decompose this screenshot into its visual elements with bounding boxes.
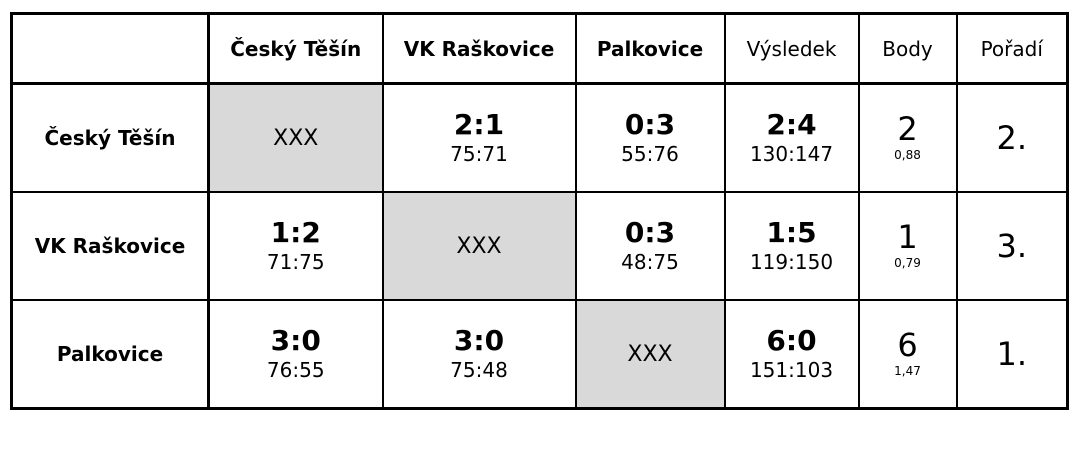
row-team-label: Palkovice xyxy=(10,299,210,410)
header-row: Český Těšín VK Raškovice Palkovice Výsle… xyxy=(10,12,1069,85)
row-team-label: VK Raškovice xyxy=(10,191,210,301)
match-cell: 2:1 75:71 xyxy=(381,82,577,193)
rank-cell: 1. xyxy=(955,299,1069,410)
match-sets: 3:0 xyxy=(453,324,505,357)
self-match-cell: XXX xyxy=(207,82,384,193)
match-cell: 0:3 48:75 xyxy=(574,191,726,301)
header-team: Palkovice xyxy=(574,12,726,85)
match-sets: 0:3 xyxy=(624,108,676,141)
table-row: Palkovice 3:0 76:55 3:0 75:48 XXX 6:0 151:103 6 1… xyxy=(10,299,1069,410)
table-row: VK Raškovice 1:2 71:75 XXX 0:3 48:75 1:5 119:15… xyxy=(10,191,1069,301)
match-sets: 2:1 xyxy=(453,108,505,141)
match-points: 75:71 xyxy=(450,142,508,166)
points-value: 6 xyxy=(897,326,918,364)
result-cell: 2:4 130:147 xyxy=(723,82,860,193)
result-cell: 6:0 151:103 xyxy=(723,299,860,410)
rank-cell: 2. xyxy=(955,82,1069,193)
result-points: 151:103 xyxy=(749,358,834,382)
header-points: Body xyxy=(857,12,958,85)
points-ratio: 0,79 xyxy=(894,256,921,270)
match-points: 55:76 xyxy=(621,142,679,166)
points-ratio: 1,47 xyxy=(894,364,921,378)
standings-table: Český Těšín VK Raškovice Palkovice Výsle… xyxy=(10,12,1069,410)
match-sets: 3:0 xyxy=(270,324,321,357)
header-rank: Pořadí xyxy=(955,12,1069,85)
points-ratio: 0,88 xyxy=(894,148,921,162)
corner-cell xyxy=(10,12,210,85)
self-match-cell: XXX xyxy=(381,191,577,301)
match-points: 71:75 xyxy=(266,250,325,274)
rank-cell: 3. xyxy=(955,191,1069,301)
match-cell: 3:0 75:48 xyxy=(381,299,577,410)
result-sets: 6:0 xyxy=(766,324,817,357)
match-points: 48:75 xyxy=(621,250,679,274)
points-cell: 1 0,79 xyxy=(857,191,958,301)
match-cell: 1:2 71:75 xyxy=(207,191,384,301)
header-team: Český Těšín xyxy=(207,12,384,85)
result-sets: 2:4 xyxy=(766,108,817,141)
result-points: 119:150 xyxy=(749,250,834,274)
points-cell: 6 1,47 xyxy=(857,299,958,410)
result-cell: 1:5 119:150 xyxy=(723,191,860,301)
result-points: 130:147 xyxy=(749,142,834,166)
match-points: 76:55 xyxy=(266,358,325,382)
match-sets: 0:3 xyxy=(624,216,676,249)
match-cell: 0:3 55:76 xyxy=(574,82,726,193)
points-cell: 2 0,88 xyxy=(857,82,958,193)
match-cell: 3:0 76:55 xyxy=(207,299,384,410)
self-match-cell: XXX xyxy=(574,299,726,410)
match-points: 75:48 xyxy=(450,358,508,382)
table-row: Český Těšín XXX 2:1 75:71 0:3 55:76 2:4 130:147… xyxy=(10,82,1069,193)
points-value: 1 xyxy=(897,218,918,256)
header-result: Výsledek xyxy=(723,12,860,85)
points-value: 2 xyxy=(897,110,918,148)
header-team: VK Raškovice xyxy=(381,12,577,85)
match-sets: 1:2 xyxy=(270,216,321,249)
row-team-label: Český Těšín xyxy=(10,82,210,193)
result-sets: 1:5 xyxy=(766,216,817,249)
